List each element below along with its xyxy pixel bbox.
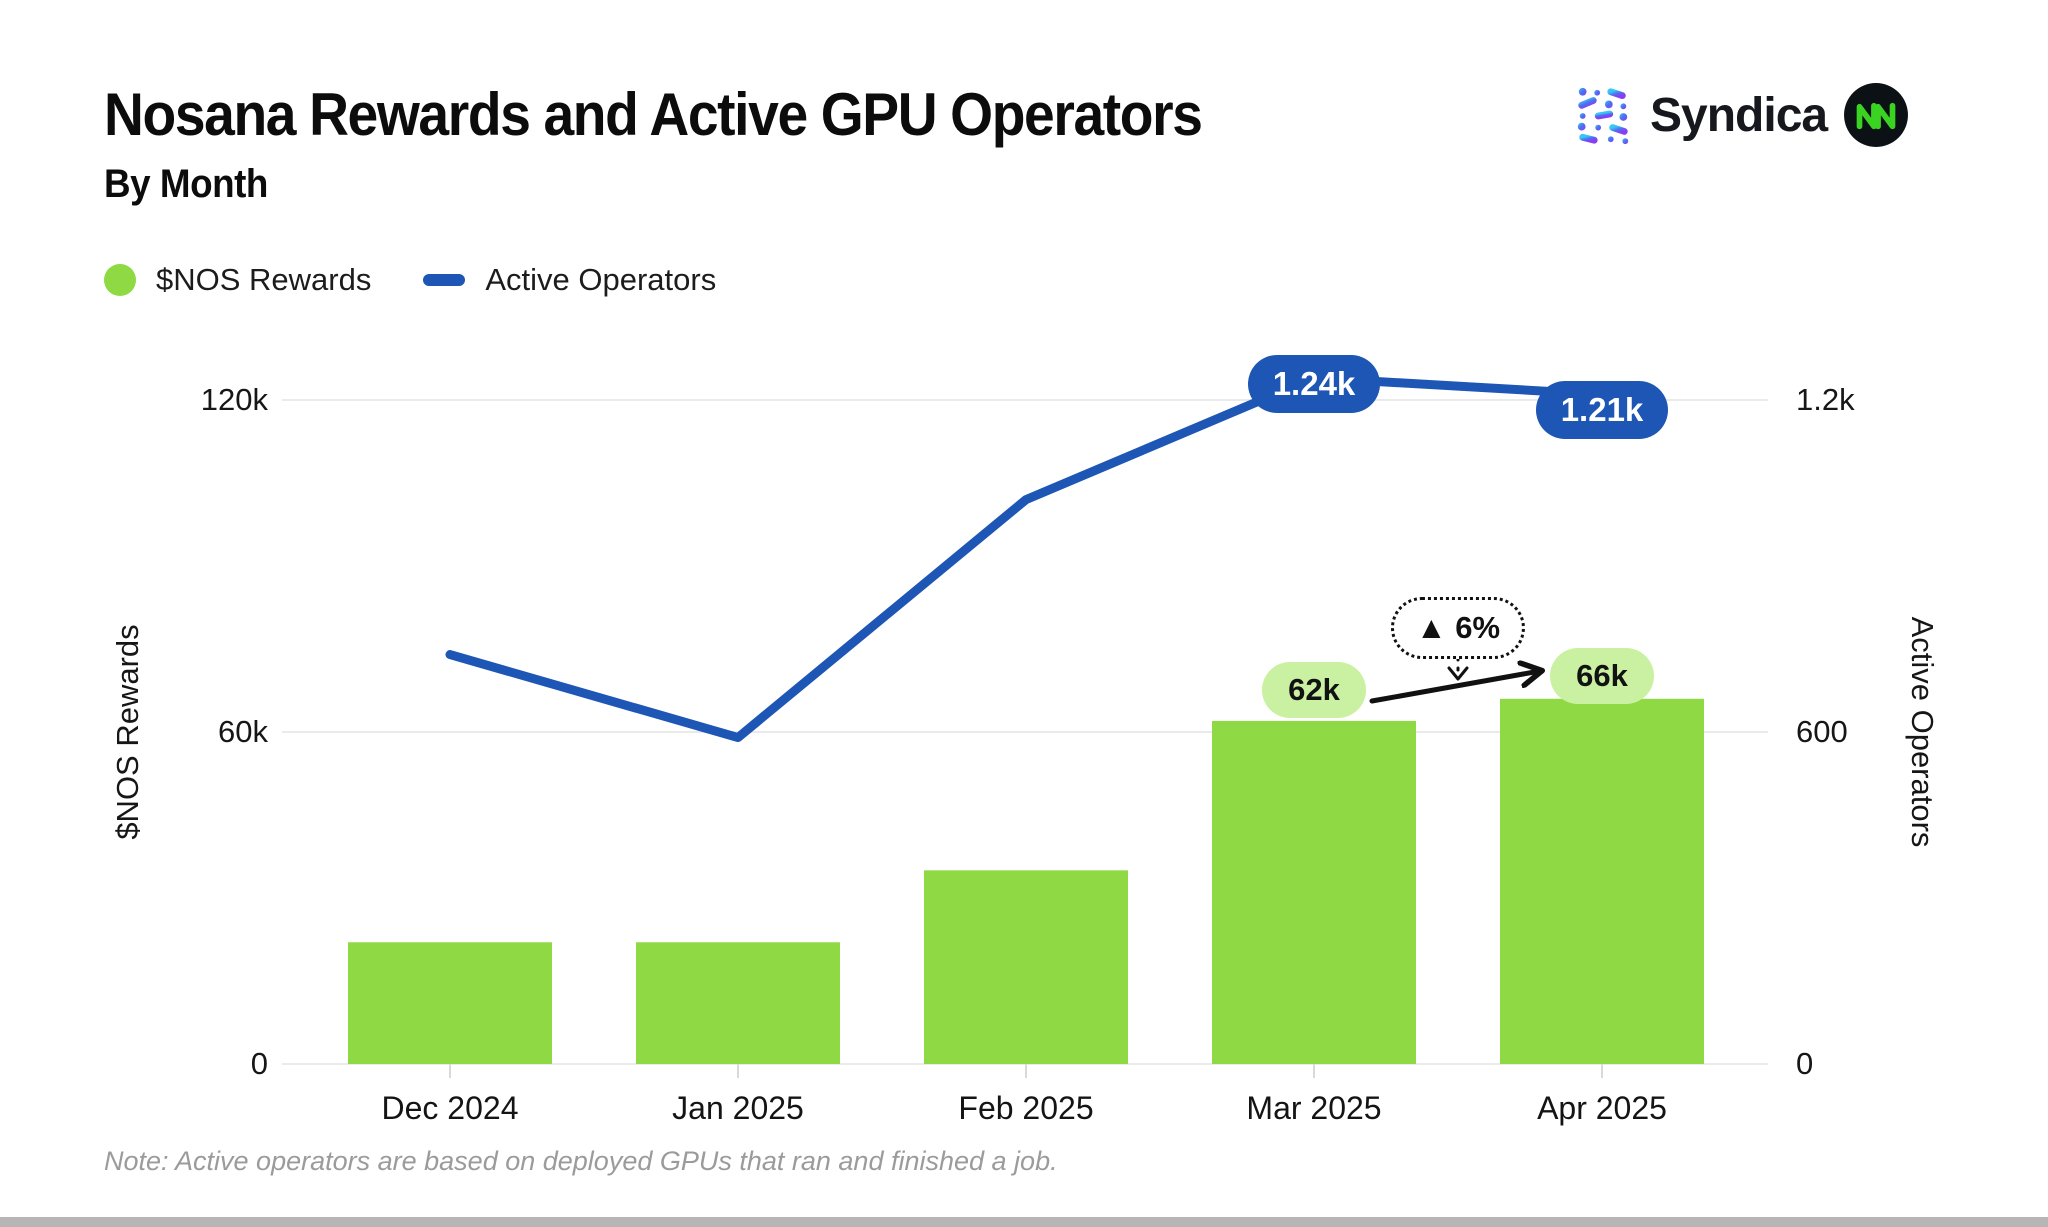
line-value-pill: 1.21k [1536,381,1668,440]
legend-item-nos-rewards: $NOS Rewards [104,262,371,298]
legend-item-active-operators: Active Operators [423,262,716,298]
page-subtitle: By Month [104,162,268,206]
right-axis-title: Active Operators [1905,616,1940,848]
x-axis-label: Apr 2025 [1537,1090,1667,1126]
active-operators-line [445,373,1607,743]
bar-value-pill: 62k [1262,661,1366,718]
nosana-icon [1844,83,1909,147]
legend-label: $NOS Rewards [156,262,372,297]
bar-mar-2025 [1212,720,1416,1064]
bar-apr-2025 [1500,698,1704,1064]
bottom-border-strip [0,1217,2048,1227]
right-axis-tick-label: 0 [1796,1046,1814,1081]
badge-pointer-chevron [1447,666,1469,681]
left-axis-tick-label: 60k [218,714,268,749]
left-axis-title: $NOS Rewards [110,624,145,840]
right-axis-tick-label: 1.2k [1796,382,1855,417]
bar-feb-2025 [924,870,1128,1064]
x-axis-label: Mar 2025 [1246,1090,1382,1126]
growth-arrow [1369,671,1540,704]
legend-swatch-dot [104,264,136,296]
bar-dec-2024 [348,942,552,1064]
syndica-icon [1577,87,1629,145]
bar-value-pill: 66k [1550,647,1654,704]
brand-logos: Syndica [1572,82,1909,148]
bar-jan-2025 [636,942,840,1064]
legend-label: Active Operators [485,262,717,297]
growth-badge: ▲ 6% [1390,597,1526,659]
left-axis-tick-label: 120k [200,382,268,417]
footnote: Note: Active operators are based on depl… [104,1146,1058,1176]
line-value-pill: 1.24k [1248,354,1380,413]
syndica-wordmark: Syndica [1650,88,1828,142]
right-axis-tick-label: 600 [1796,714,1848,749]
legend-swatch-dash [423,274,466,286]
chart-legend: $NOS Rewards Active Operators [104,262,716,298]
x-axis-label: Jan 2025 [672,1090,804,1126]
x-axis-label: Dec 2024 [381,1090,519,1126]
x-axis-label: Feb 2025 [958,1090,1094,1126]
page-title: Nosana Rewards and Active GPU Operators [104,81,1203,148]
left-axis-tick-label: 0 [250,1046,268,1081]
